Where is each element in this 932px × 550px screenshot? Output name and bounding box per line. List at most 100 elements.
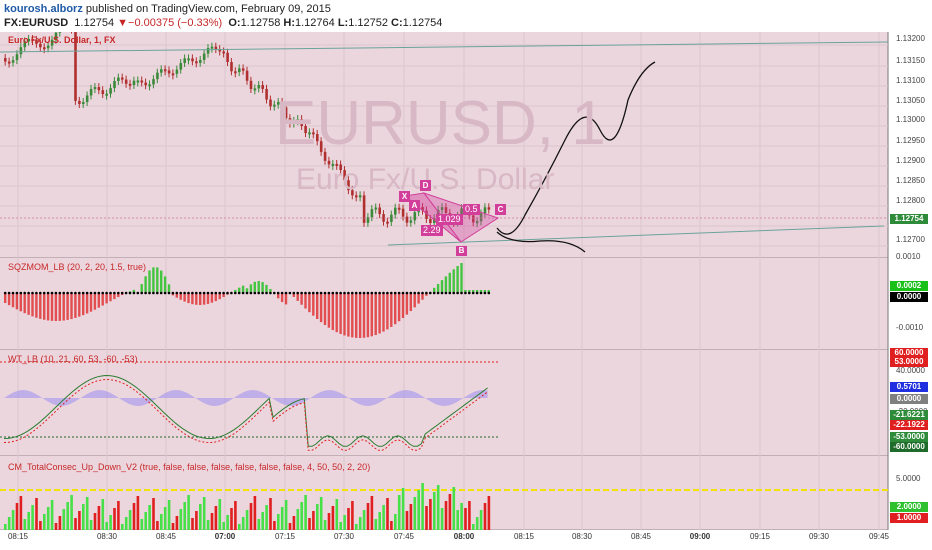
cm-bar [366,503,370,530]
cm-bar [316,504,319,530]
cm-bar [351,501,354,530]
cm-bar [167,500,171,530]
sqz-bar [175,293,178,298]
cm-bar [19,496,23,530]
sqz-dot [425,291,428,295]
chart-canvas[interactable] [0,32,932,550]
candle-body [257,85,261,89]
cm-bar [358,517,362,530]
sqz-bar [269,288,272,293]
time-tick-label: 08:15 [7,532,29,541]
candle-body [316,134,319,142]
sqz-bar [4,293,7,303]
sqz-bar [390,293,393,327]
cm-bar [331,506,335,530]
sqz-bar [238,287,241,293]
cm-bar [425,506,428,530]
wt-tag: 60.0000 [890,348,928,358]
wt-diff-area [4,390,488,406]
sqz-bar [66,293,69,320]
candle-body [308,132,311,135]
sqz-dot [265,291,268,295]
cm-bar [433,492,436,530]
sqz-bar [206,293,210,304]
wt-pane-label[interactable]: WT_LB (10, 21, 60, 53, -60, -53) [8,354,138,364]
sqz-bar [27,293,30,315]
candle-body [394,207,397,215]
pattern-label-d: D [420,180,431,191]
cm-bar [109,515,112,530]
sqz-dot [347,291,350,295]
candle-body [152,79,155,85]
candle-body [261,85,264,89]
price-pane-label[interactable]: Euro Fx/U.S. Dollar, 1, FX [8,35,116,45]
cm-bar [347,508,350,530]
cm-bar [277,514,280,530]
sqz-dot [421,291,424,295]
sqz-bar [468,290,471,293]
sqz-dot [475,291,479,295]
cm-bar [401,488,405,530]
cm-pane-label[interactable]: CM_TotalConsec_Up_Down_V2 (true, false, … [8,462,371,472]
sqz-bar [62,293,65,321]
cm-bar [405,511,409,530]
wt-tag: 0.5701 [890,382,928,392]
price-tick: 1.13150 [896,56,925,65]
sqz-bar [444,276,448,293]
candle-body [148,84,151,87]
sqz-bar [475,290,479,293]
cm-bar [222,522,225,530]
candle-body [429,218,432,223]
sqz-bar [312,293,315,316]
sqz-dot [62,291,65,295]
sqz-dot [280,291,284,295]
cm-bar [394,514,397,530]
wt-tick: 40.0000 [896,366,925,375]
cm-bar [261,512,264,530]
candle-body [386,221,389,224]
candle-body [351,190,354,196]
sqz-dot [39,291,42,295]
sqz-dot [245,291,249,295]
sqz-dot [183,291,186,295]
cm-bar [179,509,183,530]
candle-body [296,119,300,122]
candle-body [331,163,335,166]
time-scale-background [0,530,932,550]
candle-body [54,32,58,40]
price-tick: 1.12850 [896,176,925,185]
sqz-bar [222,293,225,298]
sqzmom-pane-label[interactable]: SQZMOM_LB (20, 2, 20, 1.5, true) [8,262,147,272]
sqz-bar [358,293,362,338]
sqz-dot [269,291,272,295]
sqz-dot [195,291,198,295]
wt-line-2 [3,378,488,451]
cm-bar [253,496,257,530]
sqz-dot [140,291,143,295]
candle-body [101,90,105,95]
symbol-name[interactable]: FX:EURUSD [4,17,69,29]
sqz-bar [253,281,256,293]
wt-tag: -53.0000 [890,432,928,442]
candle-body [304,125,307,134]
cm-bar [93,513,97,530]
sqz-dot [175,291,179,295]
candle-body [124,79,128,84]
author-link[interactable]: kourosh.alborz [4,3,83,15]
candle-body [421,207,424,211]
sqz-dot [331,291,335,295]
sqz-dot [296,291,300,295]
sqz-bar [117,293,120,298]
candle-body [273,104,276,107]
sqz-bar [46,293,50,321]
sqz-dot [323,291,327,295]
candle-body [382,214,385,222]
candle-body [312,132,315,135]
cm-bar [323,520,327,530]
sqz-dot [378,291,381,295]
sqz-dot [70,291,73,295]
candle-body [319,141,323,152]
sqz-dot [89,291,93,295]
cm-bar [304,495,307,530]
sqz-dot [393,291,397,295]
